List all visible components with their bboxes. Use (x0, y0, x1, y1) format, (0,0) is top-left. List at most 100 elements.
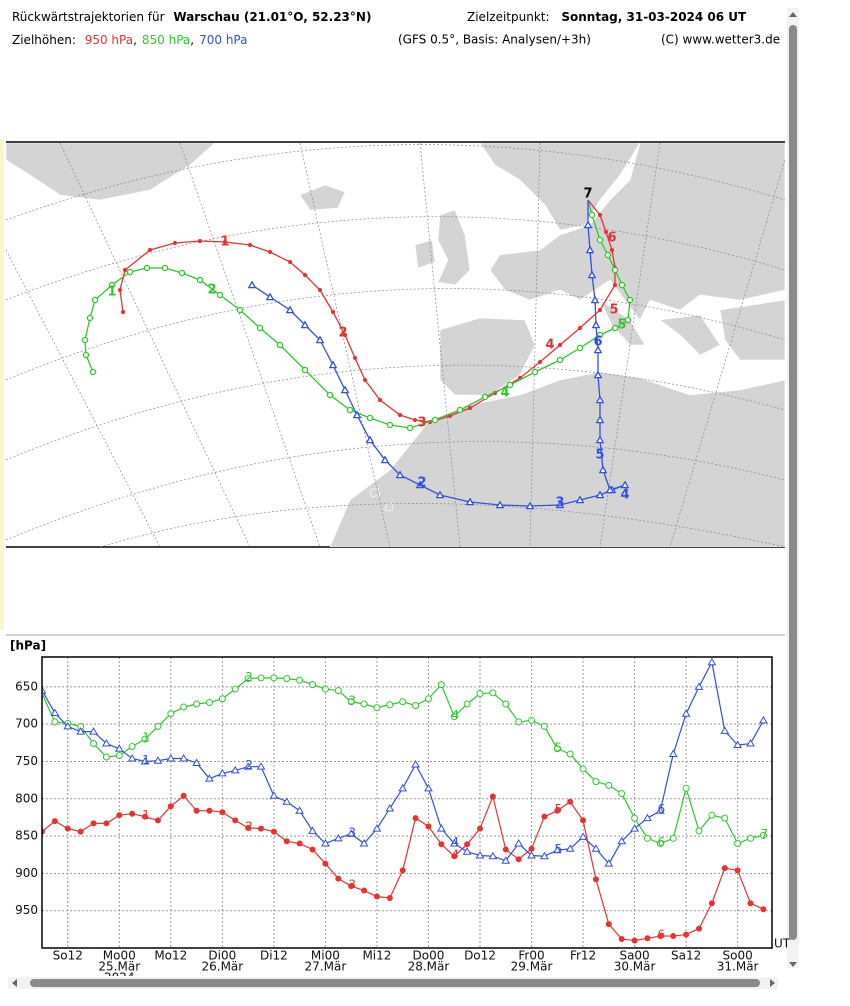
y-tick-label: 850 (15, 829, 38, 843)
annotation: 5 (554, 802, 562, 816)
point (502, 846, 509, 853)
point (167, 710, 175, 718)
point (567, 798, 574, 805)
point (258, 825, 264, 832)
place: Warschau (21.01°O, 52.23°N) (173, 10, 371, 24)
point (579, 765, 587, 773)
point (733, 740, 743, 749)
point (565, 844, 575, 852)
point (205, 774, 214, 782)
point (206, 807, 213, 814)
point (514, 839, 524, 847)
x-tick-label: Sa12 (671, 949, 701, 963)
point (64, 825, 71, 832)
map-label: 4 (620, 488, 629, 503)
map-label: 2 (207, 283, 216, 298)
map-label: 7 (583, 187, 592, 202)
map-label: 4 (545, 338, 554, 353)
point (257, 674, 265, 682)
target-label: Zielzeitpunkt: (467, 10, 550, 24)
point (681, 709, 691, 717)
point (103, 820, 110, 827)
iceland (299, 184, 346, 211)
point (322, 860, 329, 867)
point (243, 762, 253, 770)
point (308, 826, 317, 834)
point (51, 818, 58, 825)
point (566, 750, 574, 758)
point (385, 803, 395, 812)
x-tick-label: Fr12 (570, 949, 596, 963)
point (245, 824, 252, 831)
point (540, 722, 548, 730)
point (476, 690, 484, 698)
point (412, 815, 419, 822)
scroll-down[interactable] (789, 962, 797, 967)
annotation: 5 (554, 740, 562, 754)
v-scroll-thumb[interactable] (789, 25, 797, 940)
year-label: 2024 (104, 971, 135, 985)
point (760, 906, 767, 913)
h-scroll-thumb[interactable] (30, 979, 760, 987)
y-tick-label: 800 (15, 791, 38, 805)
point (515, 718, 523, 726)
point (346, 829, 356, 837)
x-tick-label: Mo00 (103, 949, 136, 963)
point (141, 735, 149, 743)
x-tick-label: Do00 (413, 949, 445, 963)
point (528, 845, 535, 852)
x-tick-label: So00 (723, 949, 753, 963)
y-unit: [hPa] (10, 639, 46, 653)
annotation: 2 (245, 819, 253, 833)
point (399, 698, 407, 706)
point (412, 702, 420, 709)
point (618, 790, 626, 798)
point (438, 841, 445, 848)
point (179, 753, 189, 762)
point (464, 841, 471, 848)
point (154, 817, 161, 824)
separator: , (190, 33, 194, 47)
point (295, 806, 305, 814)
point (668, 749, 678, 757)
annotation: 4 (451, 848, 459, 862)
point (166, 753, 176, 762)
point (373, 704, 381, 712)
point (283, 838, 290, 845)
point (580, 817, 587, 824)
point (604, 859, 614, 867)
point (488, 851, 498, 860)
copyright: (C) www.wetter3.de (661, 33, 780, 47)
point (296, 840, 303, 847)
series-line (42, 660, 764, 865)
point (90, 820, 97, 827)
point (282, 797, 292, 805)
point (360, 700, 368, 708)
x-date-label: 25.Mär (98, 960, 140, 974)
scroll-right[interactable] (770, 979, 775, 987)
point (746, 739, 755, 747)
point (708, 811, 716, 819)
point (720, 726, 730, 734)
legend-entry: 850 hPa (142, 33, 190, 47)
point (669, 834, 677, 842)
point (269, 791, 279, 799)
point (333, 833, 343, 842)
map-label: 1 (107, 285, 116, 300)
model: (GFS 0.5°, Basis: Analysen/+3h) (398, 33, 591, 47)
scroll-left[interactable] (12, 979, 17, 987)
point (591, 844, 601, 852)
x-tick-label: So12 (53, 949, 83, 963)
x-date-label: 26.Mär (201, 960, 243, 974)
scroll-up[interactable] (789, 12, 797, 17)
x-tick-label: Sa00 (619, 949, 649, 963)
point (244, 675, 252, 683)
point (425, 823, 432, 830)
point (424, 695, 432, 703)
point (42, 686, 47, 694)
point (696, 925, 702, 932)
y-tick-label: 900 (15, 866, 38, 880)
point (180, 792, 187, 799)
point (618, 936, 625, 943)
point (424, 783, 433, 792)
